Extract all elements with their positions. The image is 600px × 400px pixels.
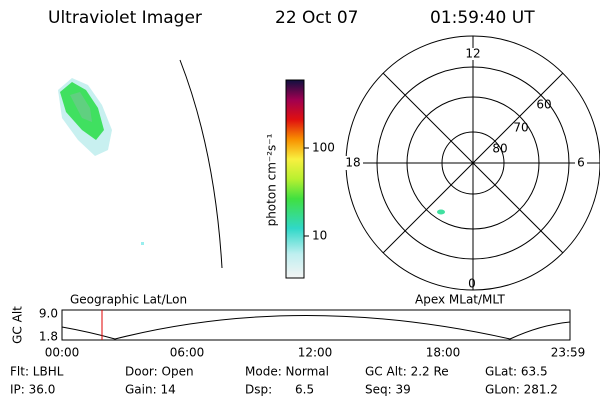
hour-label: 18	[345, 156, 360, 170]
lat-label: 70	[513, 121, 528, 135]
colorbar-tick: 100	[312, 141, 335, 155]
polar-grid	[345, 35, 600, 291]
info-field: Mode: Normal	[245, 365, 329, 379]
info-field: Seq: 39	[365, 383, 411, 397]
orbit-right-title: Apex MLat/MLT	[415, 293, 505, 307]
orbit-panel	[61, 309, 571, 341]
time-tick: 12:00	[298, 346, 333, 360]
date: 22 Oct 07	[275, 8, 358, 28]
orbit-y-tick: 1.8	[39, 330, 58, 344]
lat-label: 60	[536, 98, 551, 112]
info-field: Flt: LBHL	[10, 365, 64, 379]
info-field: GC Alt: 2.2 Re	[365, 365, 449, 379]
time-tick: 06:00	[170, 346, 205, 360]
info-field: GLon: 281.2	[485, 383, 558, 397]
instrument: Ultraviolet Imager	[48, 8, 202, 28]
orbit-y-tick: 9.0	[39, 307, 58, 321]
info-field: IP: 36.0	[10, 383, 55, 397]
info-field: Dsp: 6.5	[245, 383, 314, 397]
uv-image	[58, 59, 223, 269]
time: 01:59:40 UT	[430, 8, 535, 28]
colorbar-tick: 10	[312, 229, 327, 243]
time-tick: 00:00	[45, 346, 80, 360]
hour-label: 0	[468, 277, 476, 291]
orbit-curve	[61, 315, 571, 340]
time-tick: 18:00	[426, 346, 461, 360]
orbit-left-title: Geographic Lat/Lon	[70, 293, 187, 307]
info-table: Flt: LBHL Door: Open Mode: Normal GC Alt: 2…	[10, 365, 558, 397]
info-field: Door: Open	[125, 365, 194, 379]
info-field: Gain: 14	[125, 383, 176, 397]
colorbar	[285, 79, 305, 279]
orbit-axis-label: GC Alt	[11, 306, 25, 344]
hour-label: 12	[465, 47, 480, 61]
hour-label: 6	[577, 156, 585, 170]
colorbar-label: photon cm⁻²s⁻¹	[265, 133, 279, 226]
lat-label: 80	[492, 142, 507, 156]
time-tick: 23:59	[551, 346, 586, 360]
info-field: GLat: 63.5	[485, 365, 548, 379]
